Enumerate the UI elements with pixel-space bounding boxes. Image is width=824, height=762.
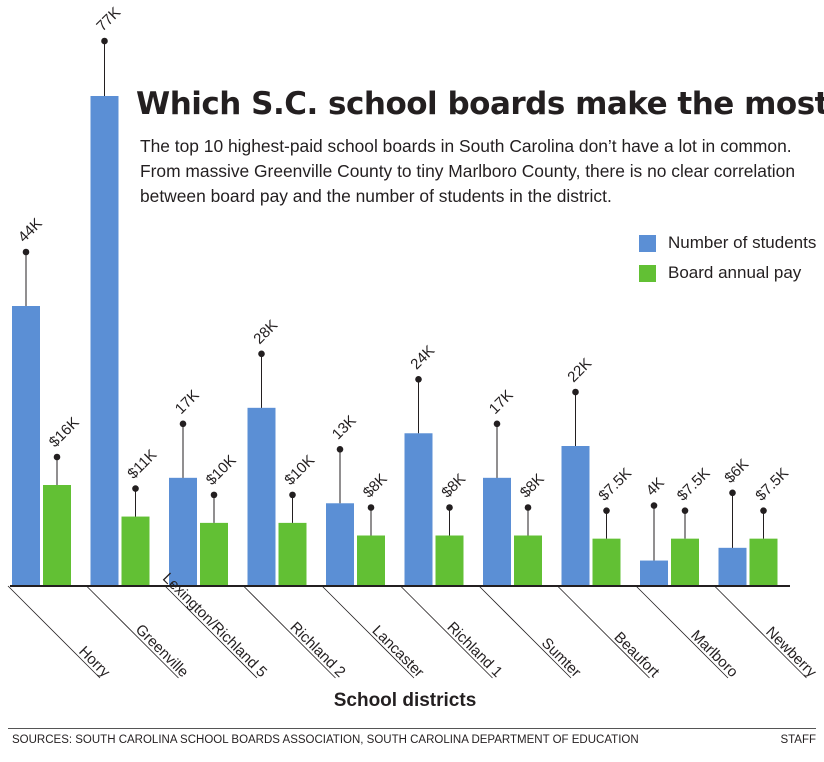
leader-dot-pay [132,485,139,492]
category-tick [86,585,179,679]
bar-pay [435,535,464,586]
bar-pay [514,535,542,586]
footer-divider [8,728,816,729]
legend-label-students: Number of students [668,233,817,252]
bar-students [326,503,354,586]
bar-students [404,433,433,586]
category-tick [243,585,336,679]
data-label-students: 28K [250,317,281,348]
category-label: Richland 1 [444,619,506,681]
bar-students [483,477,511,586]
category-tick [321,585,415,679]
bar-students [718,547,747,586]
category-label: Newberry [762,623,820,681]
bar-pay [592,538,621,586]
chart-subtitle: The top 10 highest-paid school boards in… [140,136,795,206]
category-tick [7,585,101,679]
data-label-pay: $7.5K [595,465,635,505]
leader-dot-pay [367,504,375,511]
category-label: Sumter [538,635,584,681]
data-label-students: 13K [329,412,360,443]
data-label-students: 44K [15,215,46,246]
data-label-pay: $11K [124,446,160,482]
category-tick [164,585,258,679]
leader-dot-students [572,388,579,396]
leader-dot-students [650,502,658,509]
leader-dot-pay [603,507,610,514]
chart-title: Which S.C. school boards make the most? [136,86,824,122]
sources-line: SOURCES: SOUTH CAROLINA SCHOOL BOARDS AS… [12,734,639,746]
leader-dot-pay [524,504,532,511]
category-label: Marlboro [687,627,741,681]
legend-swatch-students [639,234,656,252]
leader-dot-students [179,420,187,428]
data-label-pay: $16K [46,414,83,451]
leader-dot-students [415,375,422,383]
leader-dot-students [22,248,30,256]
bar-pay [121,516,150,586]
category-tick [478,585,572,679]
data-label-students: 4K [643,474,668,499]
legend-swatch-pay [639,264,656,282]
data-label-students: 22K [564,355,595,386]
bar-students [640,560,668,586]
data-label-students: 17K [486,387,517,418]
leader-dot-students [258,350,265,358]
data-label-pay: $8K [438,470,469,501]
bar-pay [671,538,699,586]
data-label-students: 17K [172,387,203,418]
credit-line: STAFF [780,734,816,746]
leader-dot-students [101,37,108,45]
x-axis-label: School districts [333,690,477,711]
category-label: Horry [75,643,113,681]
data-label-pay: $10K [281,452,318,489]
data-label-students: 77K [93,4,124,35]
bar-pay [357,535,385,586]
leader-dot-pay [210,491,218,499]
leader-dot-students [729,489,736,497]
legend-item-pay: Board annual pay [639,258,816,288]
bar-students [90,96,119,586]
data-label-students: 24K [407,342,438,373]
bar-pay [43,485,71,586]
data-label-pay: $8K [360,470,391,501]
legend-item-students: Number of students [639,228,816,258]
data-label-pay: $7.5K [674,465,714,505]
bar-pay [200,522,228,586]
category-label: Beaufort [611,629,664,682]
bar-students [12,306,40,586]
bar-students [169,477,197,586]
legend-label-pay: Board annual pay [668,263,802,282]
data-label-pay: $7.5K [752,465,792,505]
bar-pay [749,538,778,586]
leader-dot-pay [760,507,767,514]
data-label-pay: $10K [203,452,240,489]
category-tick [557,585,650,679]
category-tick [635,585,729,679]
category-label: Greenville [132,621,192,681]
leader-dot-pay [446,504,453,511]
leader-dot-students [336,445,344,453]
legend: Number of students Board annual pay [639,228,816,288]
category-tick [714,585,807,679]
bar-pay [278,522,307,586]
bar-students [247,407,276,586]
category-label: Richland 2 [287,619,349,681]
leader-dot-pay [681,507,689,514]
leader-dot-students [493,420,501,428]
leader-dot-pay [53,453,61,461]
data-label-pay: $8K [517,470,548,501]
data-label-students: $6K [721,456,752,487]
category-tick [400,585,493,679]
category-label: Lancaster [369,622,428,681]
bar-students [561,446,590,586]
leader-dot-pay [289,491,296,499]
